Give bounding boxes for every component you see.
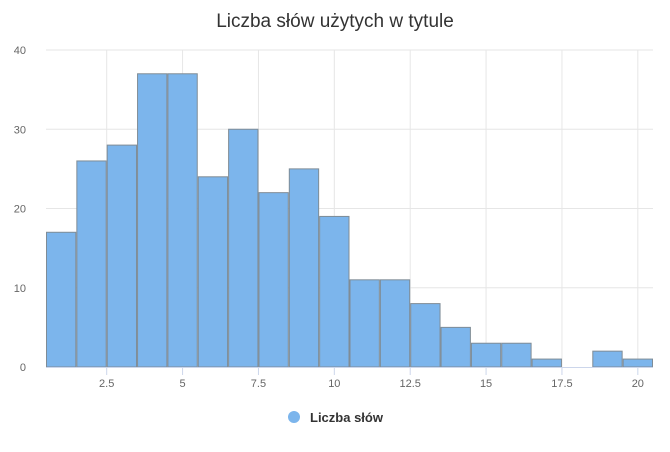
x-tick-label: 15 <box>480 378 492 390</box>
y-tick-label: 20 <box>14 204 26 216</box>
y-tick-label: 0 <box>20 362 26 374</box>
histogram-bar[interactable] <box>501 342 532 368</box>
histogram-bar[interactable] <box>106 144 138 368</box>
histogram-bar[interactable] <box>228 128 259 368</box>
y-tick-label: 40 <box>14 45 26 57</box>
chart-title: Liczba słów użytych w tytule <box>216 11 454 32</box>
x-tick-label: 7.5 <box>251 378 266 390</box>
x-tick-label: 5 <box>180 378 186 390</box>
histogram-bar[interactable] <box>258 192 289 368</box>
histogram-bar[interactable] <box>319 215 350 368</box>
histogram-bar[interactable] <box>46 231 77 368</box>
legend[interactable]: Liczba słów <box>288 410 384 425</box>
histogram-bar[interactable] <box>167 73 198 368</box>
histogram-bar[interactable] <box>349 279 380 368</box>
legend-label: Liczba słów <box>310 410 384 425</box>
histogram-bar[interactable] <box>288 168 320 368</box>
bars-group <box>46 73 654 368</box>
histogram-bar[interactable] <box>137 73 168 368</box>
y-tick-label: 30 <box>14 124 26 136</box>
x-tick-label: 12.5 <box>399 378 420 390</box>
axes: 0 10 20 30 40 2.5 5 7.5 10 12.5 15 17.5 20 <box>14 45 653 390</box>
histogram-bar[interactable] <box>622 358 654 368</box>
legend-marker <box>288 411 300 423</box>
y-tick-label: 10 <box>14 283 26 295</box>
x-tick-label: 17.5 <box>551 378 572 390</box>
x-tick-label: 10 <box>328 378 340 390</box>
histogram-bar[interactable] <box>197 176 229 368</box>
histogram-bar[interactable] <box>470 342 502 368</box>
histogram-bar[interactable] <box>76 160 107 368</box>
histogram-bar[interactable] <box>410 303 441 368</box>
histogram-bar[interactable] <box>531 358 562 368</box>
histogram-bar[interactable] <box>440 326 471 368</box>
histogram-bar[interactable] <box>379 279 411 368</box>
x-tick-label: 20 <box>632 378 644 390</box>
x-tick-label: 2.5 <box>99 378 114 390</box>
histogram-bar[interactable] <box>592 350 623 368</box>
